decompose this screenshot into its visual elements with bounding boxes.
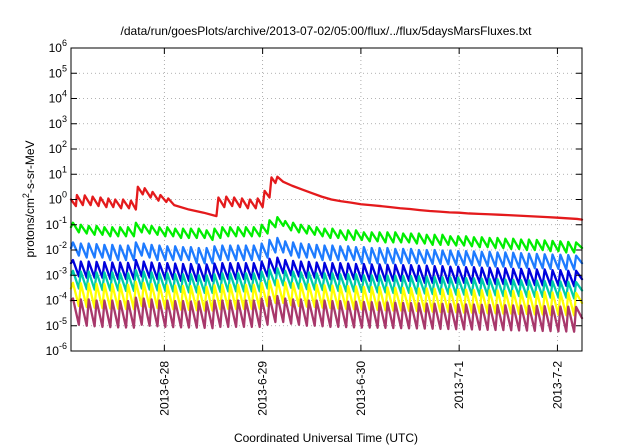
- x-axis-label: Coordinated Universal Time (UTC): [234, 431, 418, 445]
- y-tick-label: 101: [49, 164, 67, 181]
- y-tick-label: 100: [49, 190, 67, 207]
- y-tick-label-base: 10: [49, 41, 63, 55]
- y-tick-label-exp: -4: [59, 291, 67, 301]
- y-tick-label-base: 10: [46, 294, 60, 308]
- y-tick-label-base: 10: [49, 142, 63, 156]
- y-tick-label-exp: -2: [59, 240, 67, 250]
- y-tick-label: 10-5: [46, 316, 67, 333]
- y-tick-label: 10-4: [46, 291, 67, 308]
- y-tick-label-base: 10: [46, 218, 60, 232]
- series-line-1: [71, 217, 582, 252]
- y-axis-label: protons/cm2-s-sr-MeV: [21, 140, 37, 257]
- y-tick-label-base: 10: [49, 92, 63, 106]
- y-tick-label-exp: 2: [62, 139, 67, 149]
- x-tick-label: 2013-7-2: [550, 361, 564, 409]
- y-tick-label-exp: -5: [59, 316, 67, 326]
- y-tick-label-base: 10: [46, 243, 60, 257]
- y-tick-label-base: 10: [46, 319, 60, 333]
- y-tick-label-exp: 3: [62, 114, 67, 124]
- y-tick-label: 103: [49, 114, 67, 131]
- y-tick-label-base: 10: [49, 117, 63, 131]
- y-axis-label-rest: -s-sr-MeV: [23, 140, 37, 193]
- y-tick-label-exp: 6: [62, 38, 67, 48]
- x-tick-label: 2013-6-30: [354, 361, 368, 416]
- y-tick-label-exp: -6: [59, 341, 67, 351]
- y-tick-label: 10-1: [46, 215, 67, 232]
- y-tick-label-base: 10: [49, 167, 63, 181]
- y-tick-label-exp: -3: [59, 265, 67, 275]
- y-axis-label-base: protons/cm: [23, 198, 37, 257]
- x-tick-label: 2013-7-1: [452, 361, 466, 409]
- y-tick-label: 105: [49, 63, 67, 80]
- y-tick-label-base: 10: [46, 344, 60, 358]
- axes: 10610510410310210110010-110-210-310-410-…: [46, 38, 582, 416]
- y-tick-label-base: 10: [46, 268, 60, 282]
- y-tick-label: 10-2: [46, 240, 67, 257]
- y-tick-label: 10-6: [46, 341, 67, 358]
- y-tick-label-exp: 1: [62, 164, 67, 174]
- y-tick-label: 106: [49, 38, 67, 55]
- x-tick-label: 2013-6-29: [256, 361, 270, 416]
- chart-title: /data/run/goesPlots/archive/2013-07-02/0…: [121, 24, 533, 38]
- y-tick-label-exp: 5: [62, 63, 67, 73]
- y-tick-label-exp: 0: [62, 190, 67, 200]
- y-tick-label-exp: -1: [59, 215, 67, 225]
- y-tick-label: 104: [49, 89, 67, 106]
- y-tick-label: 10-3: [46, 265, 67, 282]
- y-tick-label-base: 10: [49, 66, 63, 80]
- y-tick-label-base: 10: [49, 193, 63, 207]
- y-tick-label: 102: [49, 139, 67, 156]
- x-tick-label: 2013-6-28: [157, 361, 171, 416]
- y-tick-label-exp: 4: [62, 89, 67, 99]
- series-line-0: [71, 177, 582, 220]
- series-group: [71, 177, 582, 332]
